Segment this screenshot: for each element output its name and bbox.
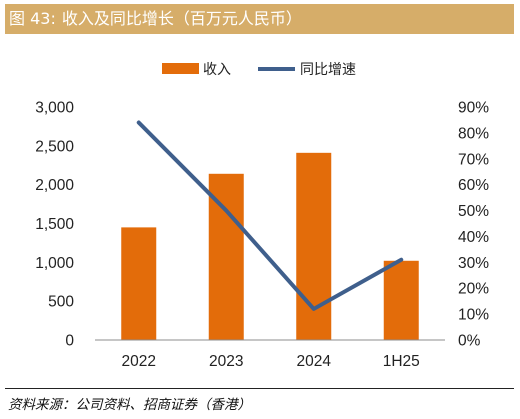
- revenue-growth-chart: 收入 同比增速 0 500 1,000 1,500 2,000 2,500 3,000 0% 10…: [35, 62, 489, 371]
- chart-title: 收入及同比增长（百万元人民币）: [61, 9, 302, 28]
- y-left-tick-label: 500: [48, 294, 74, 311]
- figure-title-bar: 图 43: 收入及同比增长（百万元人民币）: [5, 4, 514, 34]
- y-left-tick-label: 1,000: [35, 255, 74, 272]
- plot-area: 0 500 1,000 1,500 2,000 2,500 3,000 0% 10% 20% 30%…: [35, 100, 489, 371]
- y-right-tick-label: 20%: [458, 281, 489, 298]
- y-right-tick-label: 60%: [458, 177, 489, 194]
- footer-divider: [5, 388, 514, 389]
- chart-legend: 收入 同比增速: [162, 62, 356, 78]
- bar-2022: [121, 227, 157, 340]
- y-right-tick-label: 50%: [458, 203, 489, 220]
- y-right-tick-label: 80%: [458, 125, 489, 142]
- x-tick-label: 2022: [122, 353, 156, 370]
- figure-label: 图 43:: [9, 9, 56, 28]
- y-left-tick-label: 0: [65, 333, 74, 350]
- source-note: 资料来源：公司资料、招商证券（香港）: [8, 397, 251, 413]
- y-right-tick-label: 0%: [458, 333, 481, 350]
- y-left-tick-label: 2,500: [35, 138, 74, 155]
- y-right-tick-label: 10%: [458, 307, 489, 324]
- y-right-tick-label: 90%: [458, 100, 489, 117]
- y-left-tick-label: 2,000: [35, 177, 74, 194]
- x-tick-label: 2024: [297, 353, 332, 370]
- bar-1h25: [383, 260, 419, 340]
- x-tick-label: 2023: [209, 353, 243, 370]
- y-right-tick-label: 70%: [458, 151, 489, 168]
- growth-line: [136, 120, 404, 311]
- y-right-tick-label: 40%: [458, 229, 489, 246]
- legend-swatch-revenue: [162, 63, 199, 74]
- legend-label-revenue: 收入: [203, 62, 231, 78]
- legend-label-growth: 同比增速: [300, 62, 356, 78]
- y-left-tick-label: 3,000: [35, 100, 74, 117]
- y-left-tick-label: 1,500: [35, 216, 74, 233]
- x-tick-label: 1H25: [383, 353, 420, 370]
- y-right-tick-label: 30%: [458, 255, 489, 272]
- bar-2024: [296, 152, 332, 340]
